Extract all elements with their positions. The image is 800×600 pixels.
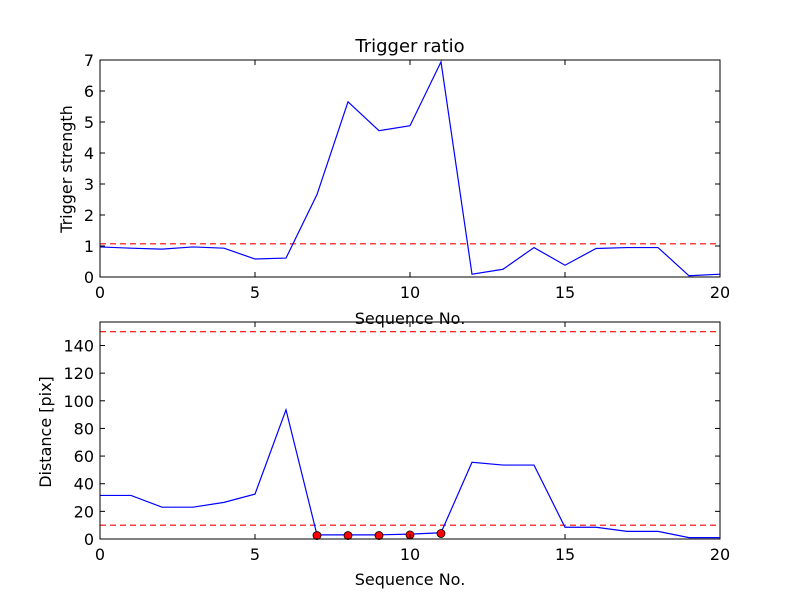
bottom-x-tick-label: 20 [710, 545, 730, 564]
top-x-tick-label: 20 [710, 283, 730, 302]
top-y-tick-label: 0 [84, 268, 94, 287]
bottom-marker-point [436, 529, 446, 538]
top-y-tick-label: 1 [84, 237, 94, 256]
bottom-plot-area: 0 5 10 15 20 0 20 40 60 80 100 120 140 [63, 321, 730, 564]
top-axes-frame [99, 59, 721, 278]
bottom-y-tick-label: 40 [74, 475, 94, 494]
bottom-series-line-0 [100, 407, 720, 539]
bottom-axes-frame [99, 321, 721, 540]
top-y-tick-label: 4 [84, 144, 94, 163]
bottom-y-axis-label: Distance [pix] [36, 376, 55, 488]
bottom-marker-point [312, 531, 322, 540]
bottom-y-tick-label: 60 [74, 447, 94, 466]
top-x-tick-label: 15 [555, 283, 575, 302]
bottom-y-tick-label: 100 [63, 392, 94, 411]
bottom-x-tick-label: 0 [95, 545, 105, 564]
top-plot-area: 0 5 10 15 20 0 1 2 3 4 5 6 7 [84, 51, 730, 302]
top-x-axis-label: Sequence No. [355, 309, 466, 328]
top-chart-title: Trigger ratio [354, 36, 464, 57]
top-x-tick-label: 10 [400, 283, 420, 302]
top-x-tick-label: 5 [250, 283, 260, 302]
top-series-line-0 [99, 59, 721, 277]
top-x-tick-label: 0 [95, 283, 105, 302]
bottom-y-tick-label: 140 [63, 336, 94, 355]
top-y-tick-label: 2 [84, 206, 94, 225]
bottom-marker-point [374, 531, 384, 540]
bottom-x-tick-label: 10 [400, 545, 420, 564]
top-y-tick-label: 6 [84, 82, 94, 101]
bottom-x-tick-label: 5 [250, 545, 260, 564]
bottom-y-tick-label: 0 [84, 530, 94, 549]
bottom-x-axis-label: Sequence No. [355, 570, 466, 589]
top-y-tick-label: 5 [84, 113, 94, 132]
bottom-marker-point [343, 531, 353, 540]
top-y-tick-label: 7 [84, 51, 94, 70]
bottom-x-tick-label: 15 [555, 545, 575, 564]
top-chart: Trigger ratio 0 5 10 15 20 0 1 2 3 4 5 6 7 Sequence … [57, 36, 730, 328]
bottom-y-tick-label: 20 [74, 502, 94, 521]
top-y-axis-label: Trigger strength [57, 105, 76, 234]
top-y-tick-label: 3 [84, 175, 94, 194]
bottom-y-tick-label: 120 [63, 364, 94, 383]
bottom-y-tick-label: 80 [74, 419, 94, 438]
